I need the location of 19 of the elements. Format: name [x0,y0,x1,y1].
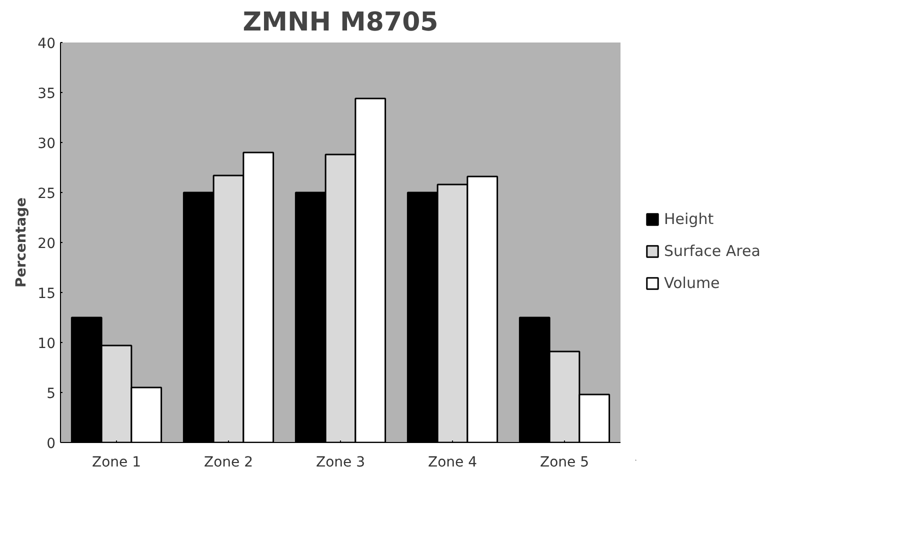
y-tick-label: 5 [46,386,56,402]
y-axis-title: Percentage [14,197,30,288]
x-tick-label: Zone 2 [204,454,253,470]
y-tick-label: 40 [38,36,56,52]
x-tick-label: Zone 1 [92,454,141,470]
y-tick-label: 10 [38,336,56,352]
y-tick-label: 20 [38,236,56,252]
x-tick-label: Zone 4 [428,454,478,470]
y-tick-label: 30 [38,136,56,152]
y-tick-label: 35 [38,86,56,102]
y-tick-label: 25 [38,186,56,202]
y-tick-label: 15 [38,286,56,302]
x-tick-label: Zone 5 [540,454,589,470]
legend-label: Volume [664,274,720,292]
legend-label: Height [664,210,714,228]
y-tick-label: 0 [46,436,56,452]
x-tick-label: Zone 3 [316,454,365,470]
legend-label: Surface Area [664,242,760,260]
chart-title: ZMNH M8705 [242,8,438,38]
